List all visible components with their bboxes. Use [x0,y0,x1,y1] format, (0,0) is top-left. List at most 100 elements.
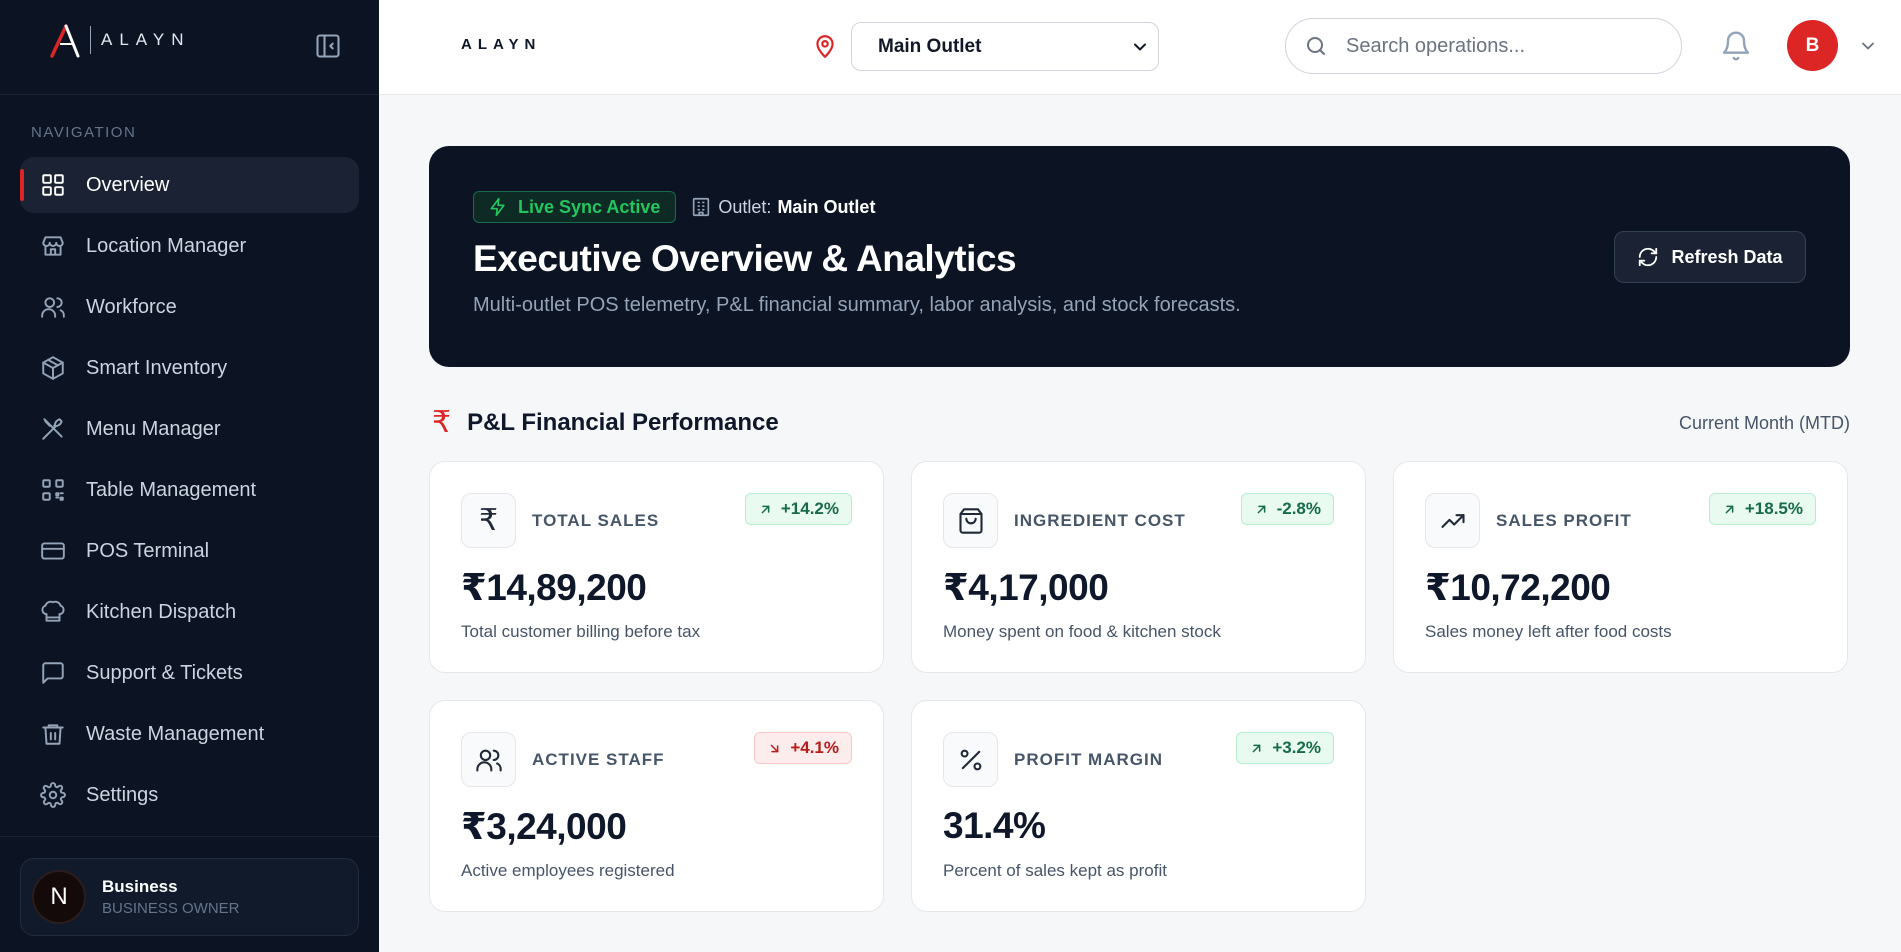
header-logo[interactable]: ALAYN [461,36,542,53]
search-bar[interactable] [1285,18,1682,74]
chef-hat-icon [40,599,66,625]
arrow-up-right-icon [1257,505,1265,513]
kpi-value: ₹4,17,000 [943,567,1109,608]
sidebar-item-kitchen-dispatch[interactable]: Kitchen Dispatch [20,584,359,640]
kpi-delta-badge: +4.1% [754,732,852,764]
kpi-value: ₹3,24,000 [461,806,627,847]
page-title: Executive Overview & Analytics [473,238,1017,279]
rupee-icon: ₹ [432,406,452,439]
kpi-delta-badge: +18.5% [1708,493,1816,525]
user-profile-card[interactable]: N Business BUSINESS OWNER [20,858,359,936]
kpi-value: ₹10,72,200 [1425,567,1611,608]
sidebar-item-settings[interactable]: Settings [20,767,359,823]
user-avatar-button[interactable]: B [1787,20,1838,71]
live-sync-label: Live Sync Active [518,196,661,217]
users-icon [40,294,66,320]
sidebar-item-label: Kitchen Dispatch [86,600,237,623]
brand-logo[interactable]: ALAYN [48,22,191,58]
bell-icon[interactable] [1720,30,1752,62]
kpi-label: SALES PROFIT [1496,511,1632,530]
sidebar-item-label: Overview [86,173,170,196]
search-icon [1307,37,1325,55]
search-input[interactable] [1346,34,1646,58]
sidebar-item-smart-inventory[interactable]: Smart Inventory [20,340,359,396]
sidebar-item-label: POS Terminal [86,539,210,562]
chevron-down-icon[interactable] [1858,36,1878,56]
kpi-label: PROFIT MARGIN [1014,750,1163,769]
live-sync-badge: Live Sync Active [473,191,677,223]
kpi-delta-badge: +14.2% [744,493,852,525]
qr-code-icon [40,477,66,503]
brand-name: ALAYN [101,30,191,49]
grid-icon [40,172,66,198]
sidebar-footer: N Business BUSINESS OWNER [0,836,379,952]
kpi-description: Active employees registered [461,861,675,880]
kpi-label: ACTIVE STAFF [532,750,665,769]
arrow-up-right-icon [761,505,770,513]
kpi-card-ingredient-cost[interactable]: INGREDIENT COST -2.8% ₹4,17,000 Money sp… [911,461,1366,673]
map-pin-icon [816,35,834,58]
sidebar-header: ALAYN [0,0,379,95]
kpi-card-profit-margin[interactable]: PROFIT MARGIN +3.2% 31.4% Percent of sal… [911,700,1366,912]
nav-section-label: NAVIGATION [31,124,137,141]
alayn-logo-icon [50,24,80,58]
sidebar-item-waste-management[interactable]: Waste Management [20,706,359,762]
sidebar-item-location-manager[interactable]: Location Manager [20,218,359,274]
store-icon [40,233,66,259]
sidebar-item-label: Settings [86,783,159,806]
outlet-info-name: Main Outlet [777,196,876,217]
outlet-info-label: Outlet: [718,196,772,217]
panel-left-icon [316,34,340,58]
utensils-icon [40,416,66,442]
kpi-description: Percent of sales kept as profit [943,861,1167,880]
outlet-select[interactable]: Main Outlet [851,22,1159,71]
kpi-card-total-sales[interactable]: ₹ TOTAL SALES +14.2% ₹14,89,200 Total cu… [429,461,884,673]
kpi-description: Total customer billing before tax [461,622,701,641]
sidebar-item-label: Location Manager [86,234,247,257]
kpi-description: Sales money left after food costs [1425,622,1672,641]
building-icon [693,197,710,217]
trending-up-icon [1425,493,1480,548]
section-title: P&L Financial Performance [467,408,779,436]
sidebar-item-menu-manager[interactable]: Menu Manager [20,401,359,457]
refresh-data-button[interactable]: Refresh Data [1614,231,1806,283]
user-name: Business [102,877,178,896]
sidebar-item-overview[interactable]: Overview [20,157,359,213]
kpi-delta-badge: +3.2% [1236,732,1334,764]
kpi-value: ₹14,89,200 [461,567,647,608]
users-icon [461,732,516,787]
refresh-data-label: Refresh Data [1671,246,1783,267]
sidebar-item-support-tickets[interactable]: Support & Tickets [20,645,359,701]
page-subtitle: Multi-outlet POS telemetry, P&L financia… [473,294,1241,316]
zap-icon [490,197,505,217]
top-header: ALAYN Main Outlet B [379,0,1901,95]
kpi-card-sales-profit[interactable]: SALES PROFIT +18.5% ₹10,72,200 Sales mon… [1393,461,1848,673]
sidebar-item-label: Smart Inventory [86,356,228,379]
trash-icon [40,721,66,747]
banner-badges: Live Sync Active Outlet: Main Outlet [473,191,875,223]
collapse-sidebar-button[interactable] [314,32,342,60]
sidebar-item-table-management[interactable]: Table Management [20,462,359,518]
shopping-bag-icon [943,493,998,548]
package-icon [40,355,66,381]
refresh-icon [1639,247,1658,267]
gear-icon [40,782,66,808]
credit-card-icon [40,538,66,564]
kpi-delta-badge: -2.8% [1240,493,1334,525]
sidebar-item-workforce[interactable]: Workforce [20,279,359,335]
percent-icon [943,732,998,787]
sidebar-item-label: Waste Management [86,722,265,745]
user-avatar: N [32,870,86,924]
sidebar-item-label: Workforce [86,295,177,318]
user-role: BUSINESS OWNER [102,900,240,917]
kpi-delta-value: +18.5% [1744,499,1803,518]
sidebar-item-pos-terminal[interactable]: POS Terminal [20,523,359,579]
sidebar-item-label: Menu Manager [86,417,221,440]
kpi-delta-value: +3.2% [1272,738,1321,757]
kpi-delta-value: +14.2% [780,499,839,518]
kpi-card-active-staff[interactable]: ACTIVE STAFF +4.1% ₹3,24,000 Active empl… [429,700,884,912]
arrow-up-right-icon [1252,744,1261,752]
sidebar-item-label: Table Management [86,478,257,501]
arrow-down-right-icon [770,744,779,752]
kpi-delta-value: +4.1% [790,738,839,757]
